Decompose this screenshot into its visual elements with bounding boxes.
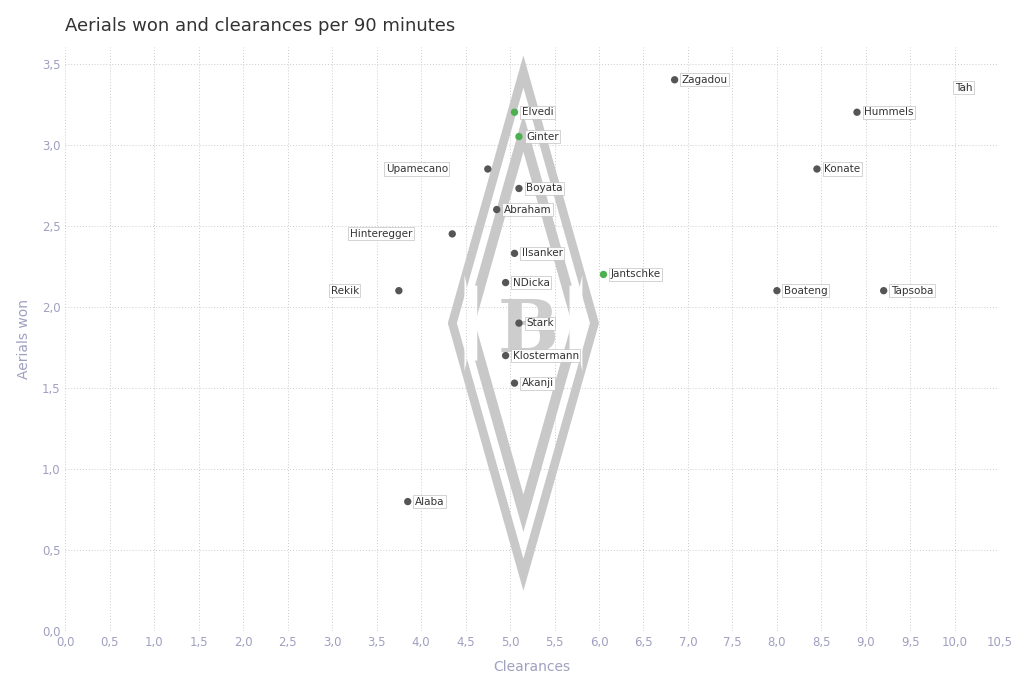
Point	[497, 277, 513, 288]
Point	[510, 131, 527, 142]
Text: Hinteregger: Hinteregger	[350, 229, 413, 239]
Text: NDicka: NDicka	[512, 278, 549, 287]
Text: B: B	[497, 296, 559, 367]
Point	[667, 74, 683, 85]
Polygon shape	[569, 285, 584, 361]
Text: Boyata: Boyata	[526, 184, 563, 193]
Polygon shape	[464, 275, 475, 371]
Point	[399, 496, 416, 507]
Text: Aerials won and clearances per 90 minutes: Aerials won and clearances per 90 minute…	[65, 17, 456, 35]
Point	[506, 248, 523, 259]
Point	[506, 106, 523, 117]
Polygon shape	[457, 88, 590, 559]
Text: Jantschke: Jantschke	[610, 269, 661, 279]
Text: Zagadou: Zagadou	[682, 75, 728, 85]
Point	[849, 106, 865, 117]
Text: Tapsoba: Tapsoba	[891, 285, 933, 296]
Point	[489, 204, 505, 215]
Polygon shape	[448, 55, 599, 591]
Point	[480, 164, 496, 175]
Point	[510, 183, 527, 194]
Text: Upamecano: Upamecano	[386, 164, 448, 174]
Polygon shape	[572, 275, 582, 371]
Text: Klostermann: Klostermann	[512, 350, 579, 361]
Point	[769, 285, 785, 296]
Point	[956, 82, 972, 93]
Polygon shape	[464, 114, 582, 532]
Point	[443, 228, 460, 239]
Y-axis label: Aerials won: Aerials won	[16, 299, 31, 379]
Text: Konate: Konate	[824, 164, 860, 174]
Text: Elvedi: Elvedi	[522, 107, 554, 117]
Point	[809, 164, 825, 175]
Text: Tah: Tah	[955, 83, 972, 93]
Text: Ilsanker: Ilsanker	[522, 248, 563, 258]
Point	[595, 269, 611, 280]
Polygon shape	[462, 285, 477, 361]
Point	[510, 318, 527, 329]
Point	[506, 377, 523, 388]
Point	[876, 285, 892, 296]
Text: Rekik: Rekik	[330, 285, 359, 296]
Text: Stark: Stark	[526, 318, 554, 328]
X-axis label: Clearances: Clearances	[494, 661, 571, 674]
Text: Abraham: Abraham	[504, 205, 552, 215]
Text: Ginter: Ginter	[526, 131, 559, 142]
Polygon shape	[475, 152, 572, 495]
Text: Akanji: Akanji	[522, 378, 554, 388]
Point	[391, 285, 407, 296]
Text: Boateng: Boateng	[784, 285, 827, 296]
Text: Hummels: Hummels	[864, 107, 914, 117]
Text: Alaba: Alaba	[415, 497, 445, 507]
Point	[497, 350, 513, 361]
